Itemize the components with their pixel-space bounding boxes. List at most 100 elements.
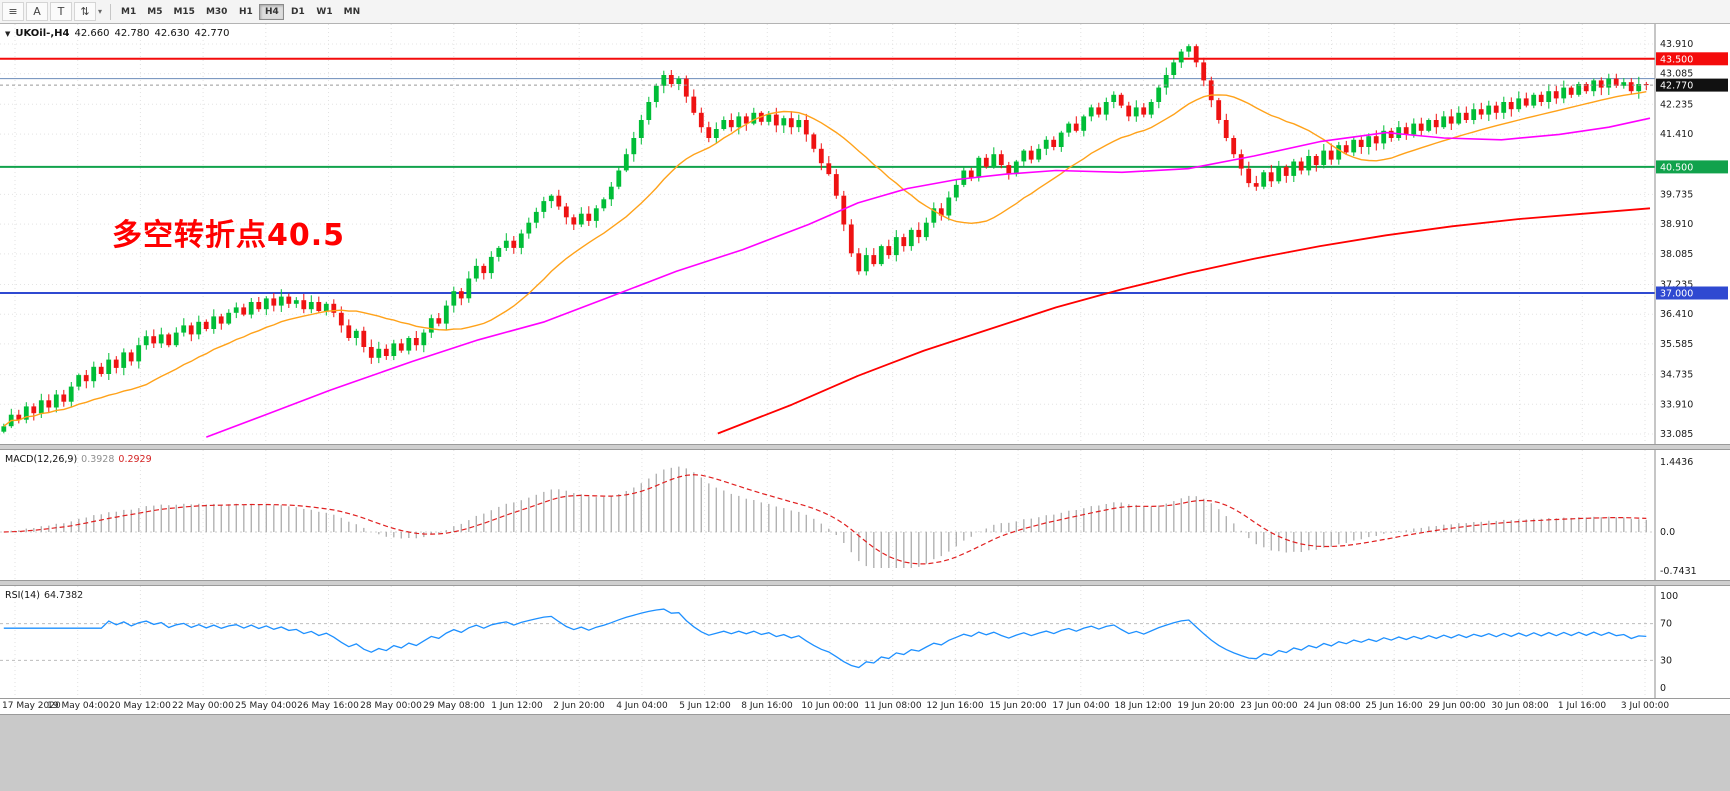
- time-axis-label: 24 Jun 08:00: [1303, 701, 1361, 711]
- time-axis-label: 19 May 04:00: [47, 701, 109, 711]
- timeframe-button-w1[interactable]: W1: [316, 6, 333, 17]
- time-axis-label: 15 Jun 20:00: [989, 701, 1047, 711]
- svg-text:34.735: 34.735: [1660, 370, 1693, 381]
- timeframe-button-group: M1 M5 M15 M30 H1 H4 D1 W1 MN: [116, 3, 366, 20]
- rsi-indicator-panel: 100 70 30 0 RSI(14) 64.7382: [0, 586, 1730, 698]
- text-icon[interactable]: T: [50, 2, 72, 21]
- timeframe-button-m5[interactable]: M5: [147, 6, 163, 17]
- svg-text:43.910: 43.910: [1660, 39, 1693, 50]
- time-axis-label: 1 Jun 12:00: [491, 701, 543, 711]
- indicators-icon[interactable]: ⇅: [74, 2, 96, 21]
- time-axis-label: 17 May 2020: [2, 701, 61, 711]
- timeframe-button-h4[interactable]: H4: [259, 3, 285, 20]
- svg-text:30: 30: [1660, 655, 1672, 666]
- svg-text:39.735: 39.735: [1660, 189, 1693, 200]
- time-axis-label: 28 May 00:00: [360, 701, 422, 711]
- timeframe-button-m1[interactable]: M1: [121, 6, 137, 17]
- ohlc-open: 42.660: [74, 28, 110, 39]
- time-axis-label: 30 Jun 08:00: [1491, 701, 1549, 711]
- macd-signal-value: 0.2929: [118, 454, 152, 465]
- chart-text-annotation[interactable]: 多空转折点40.5: [112, 218, 346, 253]
- svg-text:33.085: 33.085: [1660, 429, 1693, 440]
- toolbar-divider: [110, 3, 112, 20]
- ma-slow-line: [717, 207, 1651, 435]
- macd-indicator-panel: 1.4436 0.0 -0.7431 MACD(12,26,9) 0.3928 0.29…: [0, 450, 1730, 580]
- time-axis[interactable]: 17 May 2020 19 May 04:00 20 May 12:00 22 Ma…: [0, 698, 1730, 714]
- timeframe-button-m15[interactable]: M15: [173, 6, 195, 17]
- time-axis-label: 29 May 08:00: [423, 701, 485, 711]
- top-toolbar: ≡ A T ⇅ ▾ M1 M5 M15 M30 H1 H4 D1 W1 MN: [0, 0, 1730, 24]
- candlestick-series: [1, 44, 1649, 434]
- time-axis-label: 22 May 00:00: [172, 701, 234, 711]
- time-axis-label: 25 Jun 16:00: [1365, 701, 1423, 711]
- timeframe-button-h1[interactable]: H1: [239, 6, 253, 17]
- time-axis-label: 1 Jul 16:00: [1557, 701, 1607, 711]
- svg-text:-0.7431: -0.7431: [1660, 566, 1697, 577]
- svg-text:0.0: 0.0: [1660, 527, 1675, 538]
- time-axis-label: 8 Jun 16:00: [741, 701, 793, 711]
- macd-main-value: 0.3928: [81, 454, 115, 465]
- rsi-value: 64.7382: [43, 590, 84, 601]
- svg-text:42.235: 42.235: [1660, 99, 1693, 110]
- rsi-line: [3, 608, 1647, 669]
- rsi-canvas[interactable]: 100 70 30 0: [0, 586, 1730, 698]
- ma-fast-line: [3, 91, 1647, 427]
- time-axis-label: 20 May 12:00: [109, 701, 171, 711]
- svg-text:36.410: 36.410: [1660, 309, 1693, 320]
- toolbar-icon-group: ≡ A T ⇅: [2, 2, 98, 21]
- chart-symbol-label: ▼ UKOil-,H4 42.660 42.780 42.630 42.770: [5, 28, 229, 39]
- svg-text:43.085: 43.085: [1660, 69, 1693, 80]
- panel-separator[interactable]: [0, 580, 1730, 586]
- svg-text:40.500: 40.500: [1660, 162, 1693, 173]
- svg-text:35.585: 35.585: [1660, 339, 1693, 350]
- timeframe-button-mn[interactable]: MN: [343, 6, 361, 17]
- svg-text:37.000: 37.000: [1660, 289, 1693, 300]
- time-axis-label: 29 Jun 00:00: [1428, 701, 1486, 711]
- timeframe-button-d1[interactable]: D1: [291, 6, 305, 17]
- timeframe-button-m30[interactable]: M30: [205, 6, 228, 17]
- time-axis-label: 5 Jun 12:00: [679, 701, 731, 711]
- macd-label: MACD(12,26,9) 0.3928 0.2929: [5, 454, 152, 465]
- time-axis-label: 11 Jun 08:00: [864, 701, 922, 711]
- time-axis-label: 26 May 16:00: [297, 701, 359, 711]
- time-axis-label: 12 Jun 16:00: [926, 701, 984, 711]
- time-axis-label: 3 Jul 00:00: [1620, 701, 1670, 711]
- ma-medium-line: [206, 117, 1651, 438]
- time-axis-label: 19 Jun 20:00: [1177, 701, 1235, 711]
- time-axis-label: 10 Jun 00:00: [801, 701, 859, 711]
- time-axis-label: 17 Jun 04:00: [1052, 701, 1110, 711]
- svg-text:33.910: 33.910: [1660, 399, 1693, 410]
- svg-text:38.910: 38.910: [1660, 219, 1693, 230]
- time-axis-label: 2 Jun 20:00: [553, 701, 605, 711]
- time-axis-label: 25 May 04:00: [235, 701, 297, 711]
- ohlc-low: 42.630: [154, 28, 190, 39]
- time-axis-label: 18 Jun 12:00: [1114, 701, 1172, 711]
- panel-separator[interactable]: [0, 444, 1730, 450]
- svg-text:0: 0: [1660, 683, 1666, 694]
- cursor-icon[interactable]: A: [26, 2, 48, 21]
- macd-canvas[interactable]: 1.4436 0.0 -0.7431: [0, 450, 1730, 580]
- macd-signal-line: [3, 474, 1647, 565]
- ohlc-high: 42.780: [114, 28, 150, 39]
- price-chart-canvas[interactable]: 43.910 43.085 42.235 41.410 39.735 38.910 38.0…: [0, 24, 1730, 444]
- ohlc-close: 42.770: [194, 28, 230, 39]
- svg-text:41.410: 41.410: [1660, 129, 1693, 140]
- symbol-name: UKOil-,H4: [15, 28, 70, 39]
- macd-name: MACD(12,26,9): [5, 454, 78, 465]
- chevron-down-icon[interactable]: ▾: [98, 7, 103, 16]
- svg-text:42.770: 42.770: [1660, 81, 1693, 92]
- svg-text:38.085: 38.085: [1660, 249, 1693, 260]
- time-axis-label: 23 Jun 00:00: [1240, 701, 1298, 711]
- menu-icon[interactable]: ≡: [2, 2, 24, 21]
- svg-text:37.235: 37.235: [1660, 280, 1693, 291]
- svg-text:70: 70: [1660, 619, 1672, 630]
- time-axis-label: 4 Jun 04:00: [616, 701, 668, 711]
- svg-text:1.4436: 1.4436: [1660, 457, 1693, 468]
- price-chart-panel: 43.910 43.085 42.235 41.410 39.735 38.910 38.0…: [0, 24, 1730, 444]
- svg-text:100: 100: [1660, 591, 1678, 602]
- rsi-label: RSI(14) 64.7382: [5, 590, 83, 601]
- collapse-triangle-icon[interactable]: ▼: [5, 29, 11, 38]
- rsi-name: RSI(14): [5, 590, 40, 601]
- svg-text:43.500: 43.500: [1660, 54, 1693, 65]
